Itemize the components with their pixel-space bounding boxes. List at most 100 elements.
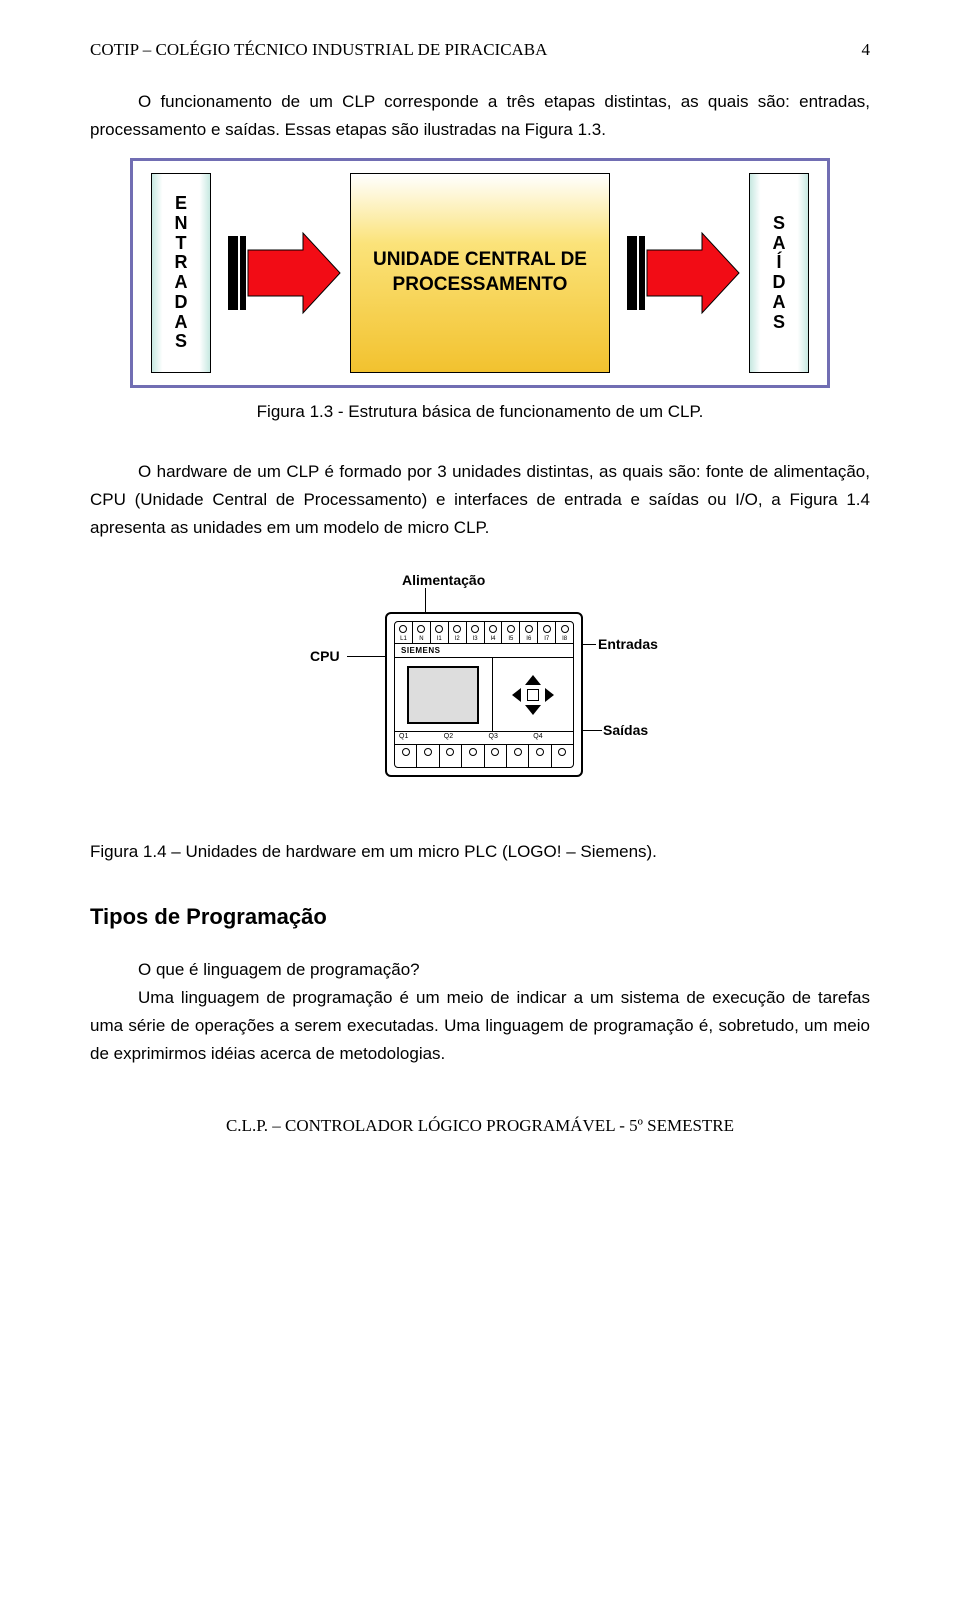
plc-button-pad	[493, 658, 573, 731]
screw-icon	[525, 625, 533, 633]
label-entradas: Entradas	[598, 636, 658, 652]
terminal: Q2	[440, 745, 462, 767]
header-institution: COTIP – COLÉGIO TÉCNICO INDUSTRIAL DE PI…	[90, 40, 547, 60]
vertical-letter: A	[773, 293, 786, 313]
lead-line	[347, 656, 387, 657]
plc-top-terminals: L1 N I1 I2 I3 I4 I5 I6 I7 I8	[395, 622, 573, 644]
vertical-letter: T	[176, 234, 187, 254]
screw-icon	[471, 625, 479, 633]
terminal: L1	[395, 622, 413, 643]
screw-icon	[402, 748, 410, 756]
figure-1-4: Alimentação CPU Entradas Saídas L1 N I1 I2 I…	[300, 572, 660, 822]
red-arrow-icon	[627, 228, 742, 318]
cpu-label: UNIDADE CENTRAL DE PROCESSAMENTO	[351, 248, 609, 297]
page-header: COTIP – COLÉGIO TÉCNICO INDUSTRIAL DE PI…	[90, 40, 870, 60]
left-button-icon	[512, 688, 521, 702]
vertical-letter: N	[175, 214, 188, 234]
right-button-icon	[545, 688, 554, 702]
vertical-letter: D	[773, 273, 786, 293]
output-label: Q2	[444, 733, 453, 740]
screw-icon	[489, 625, 497, 633]
terminal-label: I6	[526, 636, 531, 642]
figure-1-4-caption: Figura 1.4 – Unidades de hardware em um …	[90, 842, 870, 862]
output-label: Q4	[533, 733, 542, 740]
terminal-label: N	[419, 636, 423, 642]
screw-icon	[543, 625, 551, 633]
intro-paragraph: O funcionamento de um CLP corresponde a …	[90, 88, 870, 144]
arrow-entradas-to-cpu	[228, 223, 333, 323]
terminal: I8	[556, 622, 573, 643]
saidas-block: SAÍDAS	[749, 173, 809, 373]
output-label: Q3	[489, 733, 498, 740]
plc-screen	[407, 666, 479, 724]
figure-1-3-caption: Figura 1.3 - Estrutura básica de funcion…	[90, 402, 870, 422]
terminal: I7	[538, 622, 556, 643]
entradas-block: ENTRADAS	[151, 173, 211, 373]
vertical-letter: S	[773, 214, 785, 234]
output-label: Q1	[399, 733, 408, 740]
screw-icon	[435, 625, 443, 633]
cpu-block: UNIDADE CENTRAL DE PROCESSAMENTO	[350, 173, 610, 373]
plc-output-label-row	[395, 731, 573, 745]
terminal-label: I1	[437, 636, 442, 642]
lead-line	[582, 644, 596, 645]
vertical-letter: Í	[776, 253, 781, 273]
plc-inner-frame: L1 N I1 I2 I3 I4 I5 I6 I7 I8 SIEMENS	[394, 621, 574, 768]
terminal: I5	[502, 622, 520, 643]
terminal-label: I2	[455, 636, 460, 642]
terminal	[462, 745, 484, 767]
terminal: I6	[520, 622, 538, 643]
plc-device: L1 N I1 I2 I3 I4 I5 I6 I7 I8 SIEMENS	[385, 612, 583, 777]
body-paragraph-1: O hardware de um CLP é formado por 3 uni…	[90, 458, 870, 542]
terminal: I1	[431, 622, 449, 643]
terminal: I4	[485, 622, 503, 643]
plc-screen-area	[395, 658, 493, 731]
ok-button-icon	[527, 689, 539, 701]
terminal-label: I3	[473, 636, 478, 642]
terminal-label: I4	[490, 636, 495, 642]
terminal: I2	[449, 622, 467, 643]
down-button-icon	[525, 705, 541, 715]
question-paragraph: O que é linguagem de programação?	[90, 960, 870, 980]
vertical-letter: S	[773, 313, 785, 333]
terminal	[552, 745, 573, 767]
terminal: Q1	[395, 745, 417, 767]
screw-icon	[514, 748, 522, 756]
terminal-label: L1	[400, 636, 407, 642]
page-footer: C.L.P. – CONTROLADOR LÓGICO PROGRAMÁVEL …	[90, 1116, 870, 1136]
lead-line	[582, 730, 602, 731]
arrow-cpu-to-saidas	[627, 223, 732, 323]
terminal	[417, 745, 439, 767]
screw-icon	[536, 748, 544, 756]
screw-icon	[417, 625, 425, 633]
vertical-letter: D	[175, 293, 188, 313]
screw-icon	[446, 748, 454, 756]
page-number: 4	[862, 40, 871, 60]
vertical-letter: E	[175, 194, 187, 214]
vertical-letter: A	[175, 273, 188, 293]
button-row	[512, 688, 554, 702]
screw-icon	[491, 748, 499, 756]
screw-icon	[469, 748, 477, 756]
screw-icon	[507, 625, 515, 633]
vertical-letter: R	[175, 253, 188, 273]
screw-icon	[558, 748, 566, 756]
terminal: N	[413, 622, 431, 643]
terminal-label: I7	[544, 636, 549, 642]
vertical-letter: A	[773, 234, 786, 254]
terminal-label: I5	[508, 636, 513, 642]
plc-mid-section	[395, 658, 573, 731]
body-paragraph-2: Uma linguagem de programação é um meio d…	[90, 984, 870, 1068]
screw-icon	[561, 625, 569, 633]
label-alimentacao: Alimentação	[402, 572, 485, 588]
label-cpu: CPU	[310, 648, 340, 664]
terminal-label: I8	[562, 636, 567, 642]
terminal: I3	[467, 622, 485, 643]
siemens-logo: SIEMENS	[401, 646, 441, 655]
screw-icon	[399, 625, 407, 633]
screw-icon	[424, 748, 432, 756]
figure-1-3: ENTRADAS UNIDADE CENTRAL DE PROCESSAMENT…	[130, 158, 830, 388]
terminal: Q3	[485, 745, 507, 767]
label-saidas: Saídas	[603, 722, 648, 738]
vertical-letter: A	[175, 313, 188, 333]
